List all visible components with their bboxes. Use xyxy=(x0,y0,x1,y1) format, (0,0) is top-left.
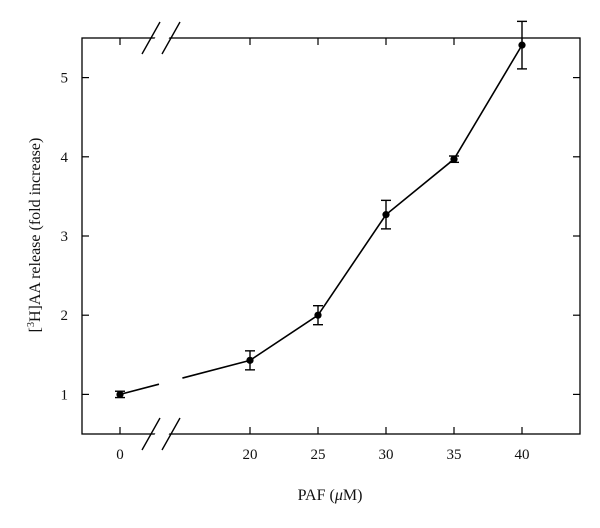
x-tick-label: 30 xyxy=(379,447,394,463)
data-points xyxy=(116,41,526,398)
x-tick-label: 0 xyxy=(116,447,124,463)
x-tick-label: 25 xyxy=(311,447,326,463)
plot-area-border xyxy=(81,37,581,435)
axis-break-gap xyxy=(146,22,178,54)
series-line-segment xyxy=(119,383,160,396)
y-tick-label: 3 xyxy=(61,229,69,245)
axis-ticks xyxy=(82,38,580,434)
y-tick-label: 4 xyxy=(61,150,69,166)
axis-break-slash xyxy=(141,21,161,55)
axis-break-marks xyxy=(141,21,181,451)
x-tick-label: 40 xyxy=(515,447,530,463)
y-tick-label: 1 xyxy=(61,387,69,403)
x-tick-label: 35 xyxy=(447,447,462,463)
axis-break-slash xyxy=(161,21,181,55)
error-bars xyxy=(115,20,527,399)
x-axis-label: PAF (μM) xyxy=(298,487,363,504)
y-tick-label: 2 xyxy=(61,308,69,324)
plot-frame xyxy=(81,37,581,435)
data-point xyxy=(314,311,322,319)
y-axis-label: [3H]AA release (fold increase) xyxy=(26,138,44,333)
axis-break-slash xyxy=(161,417,181,451)
y-tick-label: 5 xyxy=(61,71,69,87)
axis-break-slash xyxy=(141,417,161,451)
series-line-segment xyxy=(182,359,251,379)
series-line xyxy=(119,44,523,396)
data-point xyxy=(246,356,254,364)
data-point xyxy=(382,211,390,219)
y-tick-labels: 1 2 3 4 5 xyxy=(61,71,69,404)
data-point xyxy=(116,390,124,398)
data-point xyxy=(518,41,526,49)
data-point xyxy=(450,155,458,163)
x-tick-label: 20 xyxy=(243,447,258,463)
x-tick-labels: 0 20 25 30 35 40 xyxy=(116,447,529,463)
axis-break-gap xyxy=(146,418,178,450)
